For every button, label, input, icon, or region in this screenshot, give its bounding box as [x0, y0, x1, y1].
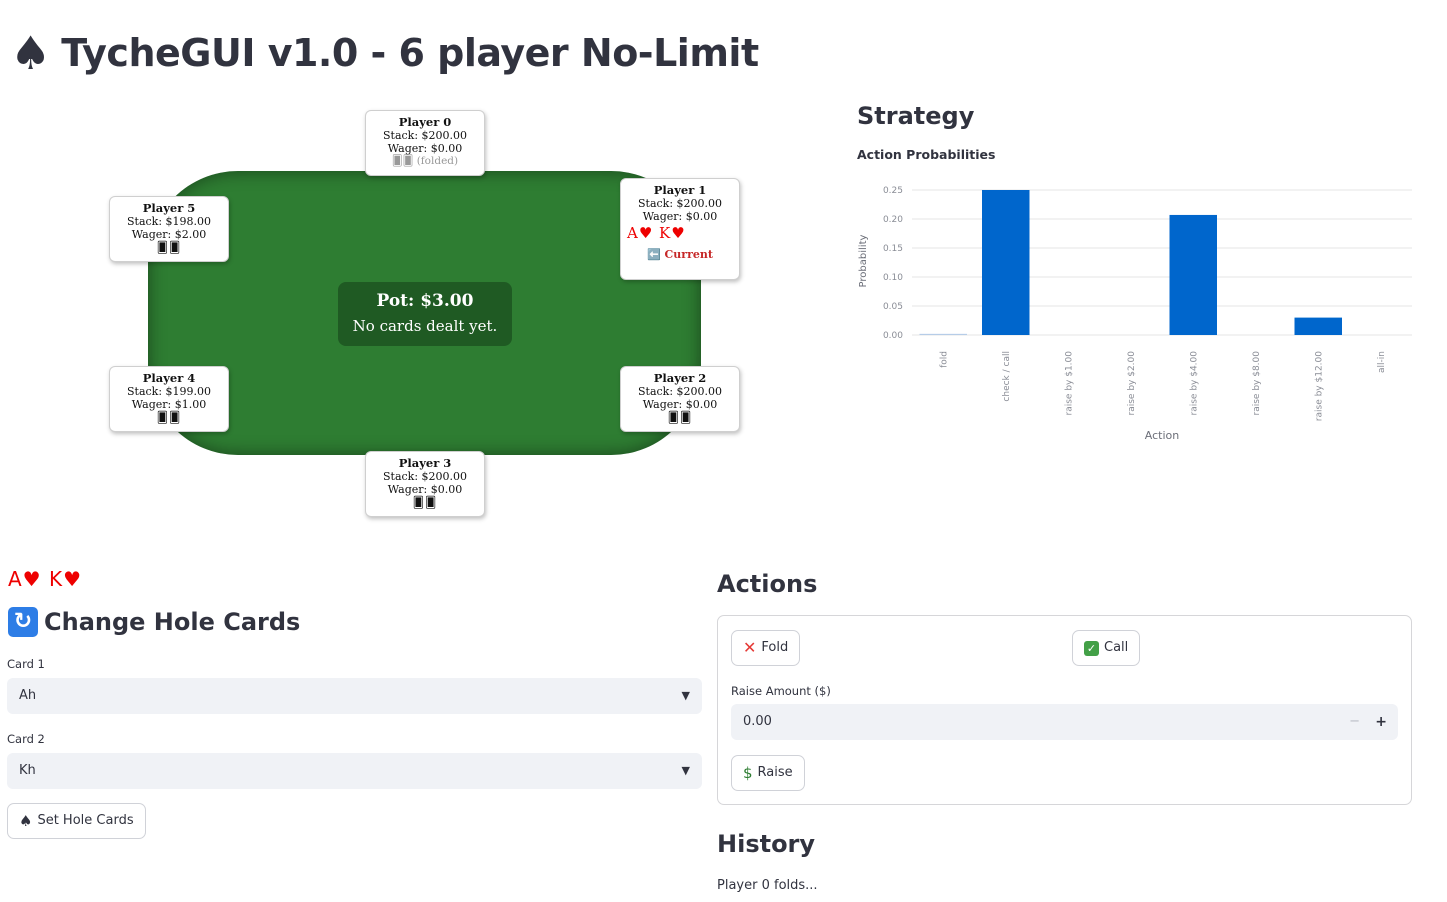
- x-tick-label: raise by $12.00: [1314, 351, 1324, 421]
- current-player-indicator: ⬅️ Current: [647, 248, 713, 261]
- player-hole-cards: A♥ K♥: [627, 224, 686, 242]
- player-wager: Wager: $0.00: [387, 483, 463, 496]
- x-tick-label: fold: [939, 351, 949, 368]
- spade-icon: ♠: [19, 812, 33, 830]
- player-stack: Stack: $198.00: [126, 215, 212, 228]
- hidden-cards-icon: 🂠🂠: [412, 496, 438, 509]
- player-wager: Wager: $0.00: [642, 398, 718, 411]
- board-cards: No cards dealt yet.: [352, 317, 498, 335]
- refresh-icon: ↻: [8, 607, 38, 637]
- x-tick-label: raise by $2.00: [1127, 351, 1137, 416]
- player-wager: Wager: $0.00: [387, 142, 463, 155]
- raise-label: Raise: [757, 765, 793, 780]
- pot-box: Pot: $3.00 No cards dealt yet.: [338, 282, 512, 346]
- fold-label: Fold: [761, 640, 789, 655]
- seat-player-2: Player 2 Stack: $200.00 Wager: $0.00 🂠🂠: [620, 366, 740, 432]
- player-stack: Stack: $200.00: [382, 129, 468, 142]
- bar-raise-by-12-00: [1294, 317, 1342, 335]
- seat-player-0: Player 0 Stack: $200.00 Wager: $0.00 🂠🂠 …: [365, 110, 485, 176]
- card1-value: Ah: [19, 688, 37, 703]
- x-tick-label: raise by $1.00: [1064, 351, 1074, 416]
- card1-select[interactable]: Ah ▼: [7, 678, 702, 714]
- spade-icon: ♠: [10, 26, 52, 80]
- set-hole-cards-button[interactable]: ♠ Set Hole Cards: [7, 803, 146, 839]
- player-stack: Stack: $200.00: [637, 385, 723, 398]
- seat-player-4: Player 4 Stack: $199.00 Wager: $1.00 🂠🂠: [109, 366, 229, 432]
- y-tick-label: 0.25: [883, 186, 903, 196]
- seat-player-5: Player 5 Stack: $198.00 Wager: $2.00 🂠🂠: [109, 196, 229, 262]
- bar-fold: [919, 333, 967, 335]
- player-name: Player 2: [653, 371, 707, 385]
- card2-select[interactable]: Kh ▼: [7, 753, 702, 789]
- increment-button[interactable]: +: [1375, 714, 1387, 730]
- raise-amount-value: 0.00: [743, 714, 772, 729]
- hidden-cards-icon: 🂠🂠: [156, 411, 182, 424]
- player-wager: Wager: $2.00: [131, 228, 207, 241]
- player-name: Player 3: [398, 456, 452, 470]
- y-axis-label: Probability: [858, 234, 869, 287]
- hidden-cards-icon: 🂠🂠: [156, 241, 182, 254]
- x-tick-label: all-in: [1377, 351, 1387, 373]
- y-tick-label: 0.00: [883, 331, 903, 341]
- chevron-down-icon: ▼: [681, 689, 690, 702]
- pot-amount: Pot: $3.00: [376, 291, 474, 311]
- seat-player-3: Player 3 Stack: $200.00 Wager: $0.00 🂠🂠: [365, 451, 485, 517]
- change-hole-cards-heading: ↻ Change Hole Cards: [8, 607, 300, 637]
- app-header: ♠ TycheGUI v1.0 - 6 player No-Limit: [10, 30, 759, 76]
- strategy-heading: Strategy: [857, 102, 975, 130]
- seat-player-1: Player 1 Stack: $200.00 Wager: $0.00 A♥ …: [620, 178, 740, 280]
- x-tick-label: check / call: [1002, 351, 1012, 402]
- card1-label: Card 1: [7, 657, 45, 671]
- my-hole-cards: A♥ K♥: [8, 567, 83, 591]
- hidden-cards-icon: 🂠🂠: [667, 411, 693, 424]
- folded-status: 🂠🂠 (folded): [391, 155, 459, 167]
- action-probability-chart: 0.00 0.05 0.10 0.15 0.20 0.25 fold check / call…: [858, 186, 1412, 442]
- player-name: Player 4: [142, 371, 196, 385]
- player-name: Player 5: [142, 201, 196, 215]
- raise-amount-label: Raise Amount ($): [731, 684, 831, 698]
- history-entry: Player 0 folds...: [717, 878, 818, 893]
- y-tick-label: 0.15: [883, 244, 903, 254]
- change-hole-cards-title: Change Hole Cards: [44, 608, 301, 636]
- call-button[interactable]: ✓ Call: [1072, 630, 1141, 666]
- player-name: Player 1: [653, 183, 707, 197]
- money-icon: $: [743, 764, 753, 782]
- set-hole-cards-label: Set Hole Cards: [37, 813, 134, 828]
- chart-title: Action Probabilities: [857, 147, 996, 162]
- decrement-button[interactable]: −: [1349, 714, 1360, 729]
- call-label: Call: [1104, 640, 1129, 655]
- page-title: TycheGUI v1.0 - 6 player No-Limit: [61, 31, 759, 75]
- chevron-down-icon: ▼: [681, 764, 690, 777]
- card2-label: Card 2: [7, 732, 45, 746]
- actions-heading: Actions: [717, 570, 818, 598]
- raise-button[interactable]: $ Raise: [731, 755, 805, 791]
- card2-value: Kh: [19, 763, 36, 778]
- cross-icon: ✕: [743, 638, 757, 657]
- check-icon: ✓: [1084, 640, 1099, 656]
- y-tick-label: 0.05: [883, 302, 903, 312]
- y-tick-label: 0.10: [883, 273, 903, 283]
- player-stack: Stack: $199.00: [126, 385, 212, 398]
- raise-amount-input[interactable]: 0.00 − +: [731, 704, 1398, 740]
- x-axis-label: Action: [1145, 429, 1179, 442]
- history-heading: History: [717, 830, 816, 858]
- player-wager: Wager: $1.00: [131, 398, 207, 411]
- x-tick-label: raise by $8.00: [1252, 351, 1262, 416]
- bar-check-call: [982, 190, 1030, 335]
- player-stack: Stack: $200.00: [382, 470, 468, 483]
- actions-panel: ✕ Fold ✓ Call Raise Amount ($) 0.00 − + …: [717, 615, 1412, 805]
- fold-button[interactable]: ✕ Fold: [731, 630, 801, 666]
- player-stack: Stack: $200.00: [637, 197, 723, 210]
- bar-raise-by-4-00: [1169, 214, 1217, 335]
- player-name: Player 0: [398, 115, 452, 129]
- x-tick-label: raise by $4.00: [1189, 351, 1199, 416]
- y-tick-label: 0.20: [883, 215, 903, 225]
- player-wager: Wager: $0.00: [642, 210, 718, 223]
